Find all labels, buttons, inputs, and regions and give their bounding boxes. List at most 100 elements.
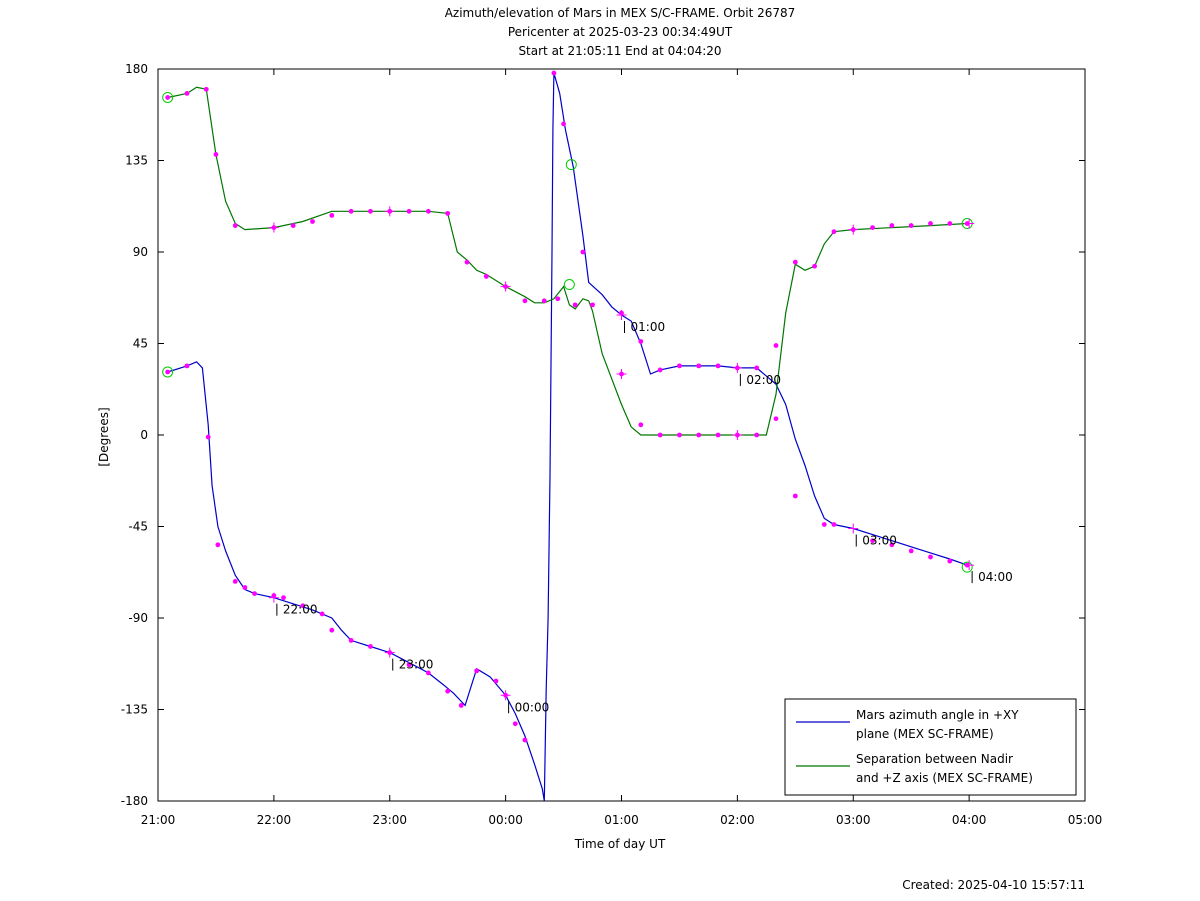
- x-tick-label: 21:00: [141, 813, 176, 827]
- series-2-point: [445, 210, 451, 216]
- y-tick-label: 45: [133, 337, 148, 351]
- series-2-point: [870, 225, 875, 231]
- series-1-point: [580, 249, 586, 255]
- series-2-point: [310, 219, 315, 224]
- series-2-point: [657, 432, 663, 438]
- series-2-point: [754, 432, 760, 438]
- series-2-point: [715, 432, 721, 438]
- event-circle-marker: [565, 159, 577, 171]
- series-1-point: [947, 558, 953, 564]
- series-2-point: [165, 95, 171, 100]
- series-1-point: [184, 363, 190, 369]
- legend-box: [784, 698, 1077, 796]
- series-2-point: [572, 302, 578, 308]
- series-1-point: [889, 542, 895, 548]
- series-1-start-marker: [162, 366, 174, 378]
- series-2-point: [483, 274, 489, 279]
- series-1-point: [458, 703, 464, 708]
- y-tick-label: 0: [140, 428, 148, 442]
- series-2-point: [792, 259, 798, 265]
- hour-label: 03:00: [862, 534, 897, 548]
- series-1-point: [205, 434, 211, 440]
- time-labels: 22:00 23:00 00:00 01:00 02:00 03:00 04:00: [268, 206, 1013, 714]
- series-1-point: [821, 522, 827, 527]
- series-1-point: [792, 493, 798, 499]
- series-1-point: [252, 591, 257, 596]
- series-1-point: [512, 721, 518, 727]
- series-1-point: [215, 542, 221, 548]
- series-2-point: [406, 208, 412, 214]
- series-2-point: [425, 208, 431, 214]
- series-2-point: [368, 208, 373, 214]
- series-2-point: [464, 259, 470, 265]
- y-tick-labels: 180 135 90 45 0 -45 -90 -135 -180: [121, 62, 148, 808]
- chart-title-line: Azimuth/elevation of Mars in MEX S/C-FRA…: [445, 6, 796, 20]
- series-1-point: [754, 365, 760, 371]
- series-1-point: [232, 579, 238, 584]
- series-1-point: [425, 670, 431, 676]
- plot-area-frame: [157, 68, 1086, 802]
- series-1-point: [638, 339, 644, 344]
- series-1-point: [242, 585, 248, 590]
- hour-label: 01:00: [631, 320, 666, 334]
- series-1-point: [715, 363, 721, 369]
- event-circle-marker: [961, 561, 973, 573]
- series-2-point: [677, 432, 682, 438]
- series-1-point: [551, 70, 557, 76]
- series-2-point: [184, 91, 190, 96]
- x-tick-label: 04:00: [952, 813, 987, 827]
- series-2-point: [889, 223, 895, 228]
- x-tick-labels: 21:00 22:00 23:00 00:00 01:00 02:00 03:00 04:00…: [141, 813, 1103, 827]
- x-tick-label: 23:00: [372, 813, 407, 827]
- legend-label: plane (MEX SC-FRAME): [856, 727, 994, 741]
- chart-title: Azimuth/elevation of Mars in MEX S/C-FRA…: [445, 6, 796, 58]
- series-2-start-marker: [162, 91, 174, 103]
- chart-title-line: Pericenter at 2025-03-23 00:34:49UT: [508, 25, 733, 39]
- series-1-point: [870, 538, 875, 544]
- series-1-point: [329, 627, 335, 633]
- series-1-point: [406, 662, 412, 668]
- series-2-point: [928, 221, 933, 226]
- y-tick-label: -180: [121, 794, 148, 808]
- series-1-point: [773, 416, 779, 422]
- axis-ticks: [157, 68, 1086, 802]
- series-1-point: [522, 737, 528, 743]
- legend: Mars azimuth angle in +XY plane (MEX SC-F…: [784, 698, 1077, 796]
- hour-label: 23:00: [399, 658, 434, 672]
- chart-title-line: Start at 21:05:11 End at 04:04:20: [518, 44, 721, 58]
- legend-label: and +Z axis (MEX SC-FRAME): [856, 771, 1033, 785]
- series-line-2: [167, 86, 968, 436]
- x-tick-label: 00:00: [488, 813, 523, 827]
- y-tick-label: -45: [128, 520, 148, 534]
- series-2-point: [696, 432, 702, 438]
- series-1-point: [677, 363, 682, 369]
- event-circle-marker: [563, 279, 575, 291]
- series-2-point: [590, 302, 595, 308]
- series-1-point: [561, 121, 566, 127]
- legend-label: Mars azimuth angle in +XY: [856, 708, 1019, 722]
- series-1-point: [445, 688, 451, 694]
- x-axis-label: Time of day UT: [574, 837, 666, 851]
- series-2-point: [638, 422, 644, 428]
- series-2-point: [348, 208, 354, 214]
- series-1-point: [696, 363, 702, 369]
- series-1-point: [281, 595, 286, 601]
- series-2-point: [213, 152, 219, 157]
- y-tick-label: -90: [128, 611, 148, 625]
- series-2-point: [773, 343, 779, 348]
- series-1-point: [908, 548, 914, 554]
- series-2-point: [947, 221, 953, 226]
- y-tick-label: 135: [125, 154, 148, 168]
- series-2-point: [555, 296, 561, 302]
- series-1-point: [493, 678, 499, 684]
- series-1-point: [300, 603, 306, 609]
- x-tick-label: 22:00: [257, 813, 292, 827]
- series-2-point: [203, 86, 209, 92]
- series-1-point: [348, 637, 354, 643]
- x-tick-label: 03:00: [836, 813, 871, 827]
- series-lines: [167, 72, 968, 802]
- x-tick-label: 01:00: [604, 813, 639, 827]
- y-tick-label: 180: [125, 62, 148, 76]
- series-1-point: [928, 554, 933, 560]
